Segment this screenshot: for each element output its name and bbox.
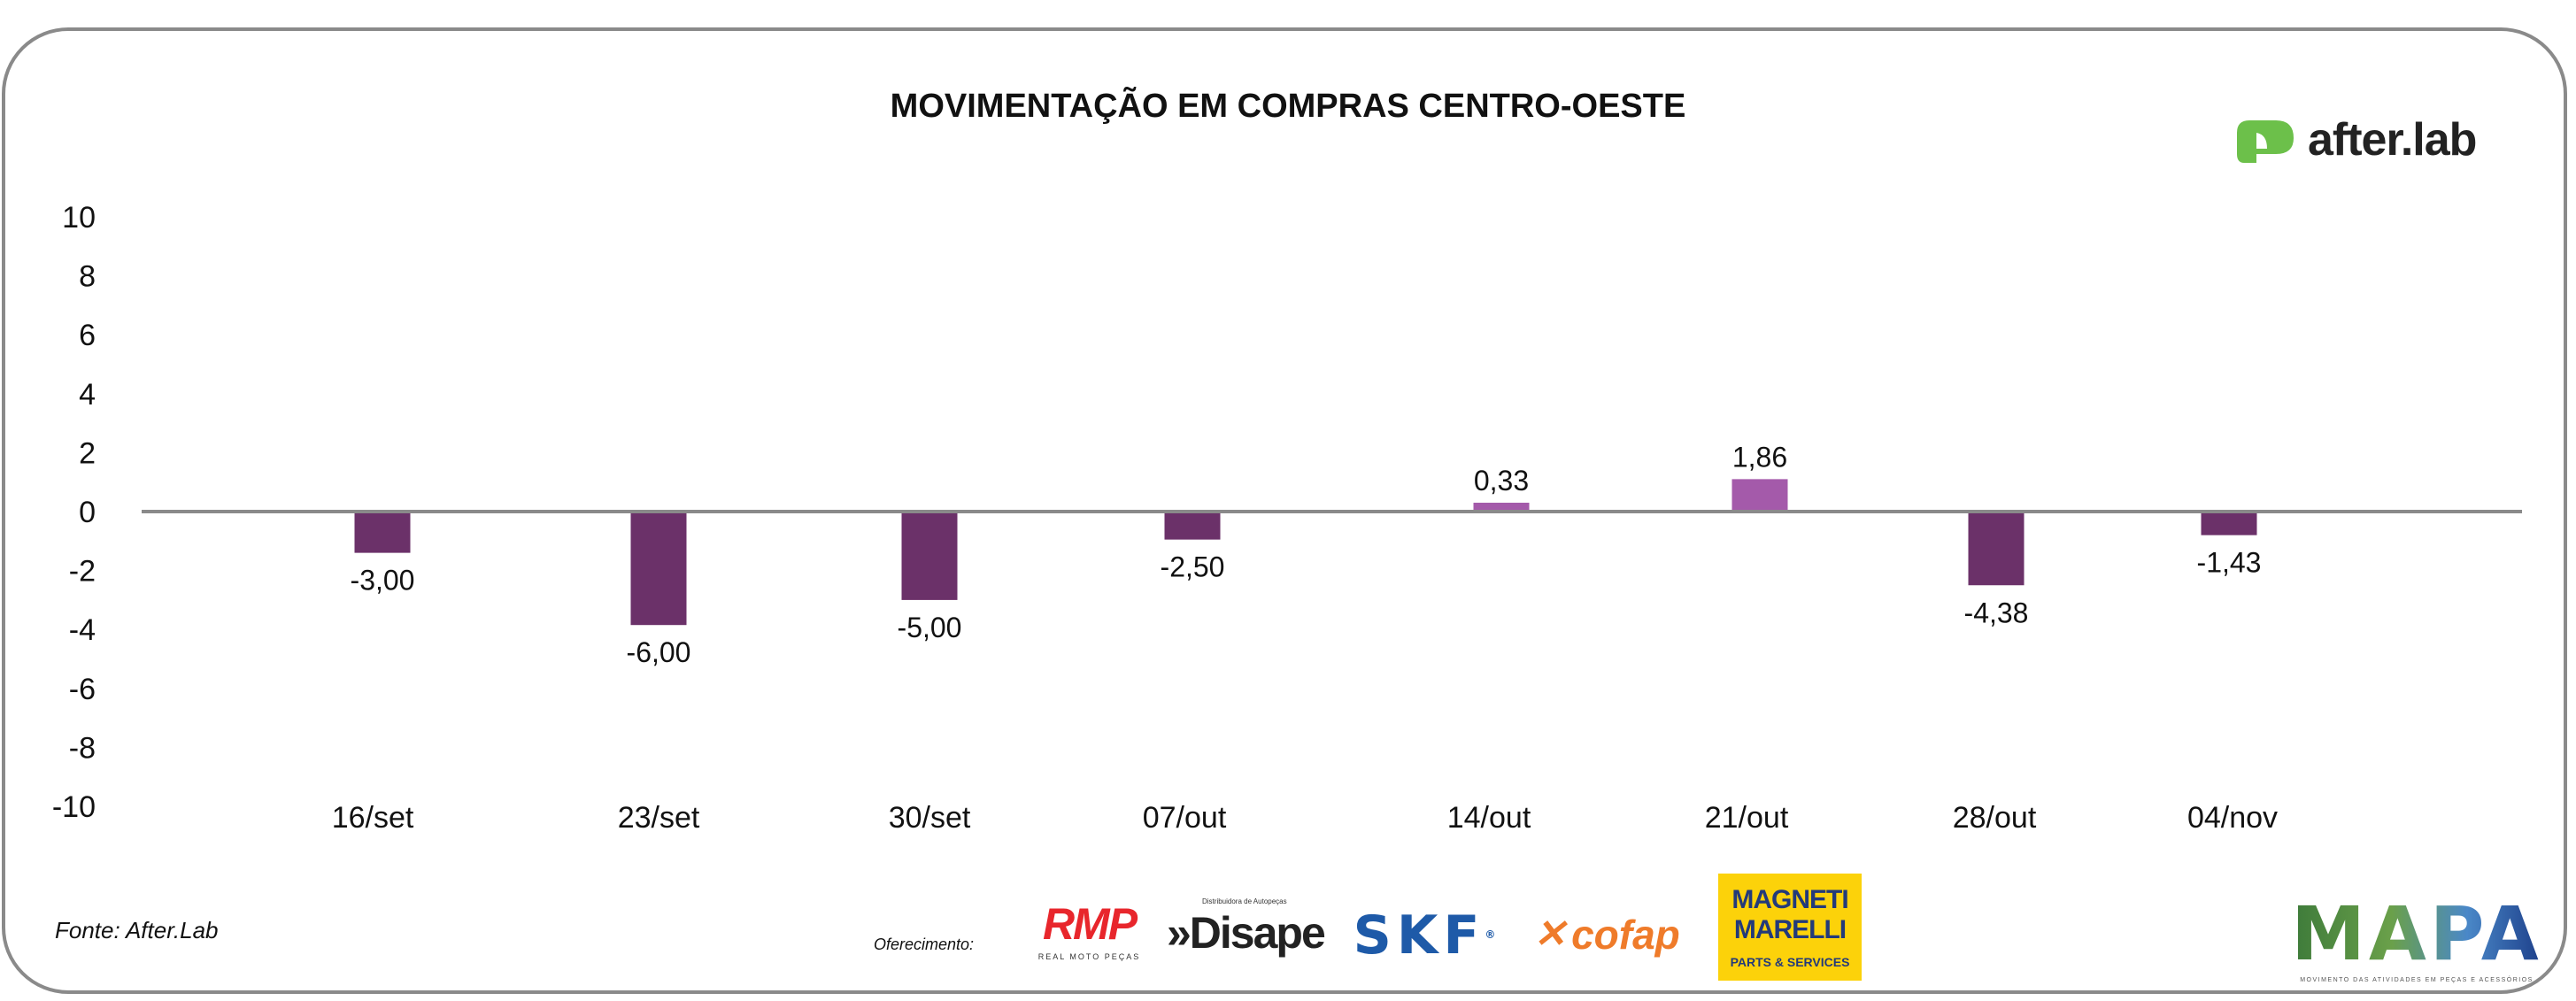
skf-logo: SKF ® (1340, 905, 1508, 966)
y-tick-label: 10 (62, 201, 96, 235)
y-tick-label: -10 (52, 790, 96, 824)
bar (2201, 512, 2257, 535)
afterlab-leaf-icon (2237, 120, 2294, 163)
sponsor-label: Oferecimento: (874, 936, 975, 953)
magneti-wordmark: MAGNETI MARELLI (1731, 884, 1848, 945)
data-label: -4,38 (1964, 597, 2029, 628)
skf-registered-mark: ® (1485, 928, 1496, 942)
bar (1731, 479, 1788, 512)
disape-wordmark: »Disape (1167, 908, 1326, 959)
disape-subtitle: Distribuidora de Autopeças (1202, 897, 1287, 905)
y-tick-label: -8 (69, 731, 96, 765)
bar (901, 512, 958, 600)
magneti-marelli-logo: MAGNETI MARELLI PARTS & SERVICES (1718, 874, 1862, 981)
mapa-logo: MAPA MOVIMENTO DAS ATIVIDADES EM PEÇAS E… (2291, 892, 2538, 984)
x-tick-label: 23/set (618, 801, 700, 835)
x-tick-label: 16/set (332, 801, 414, 835)
rmp-subtitle: REAL MOTO PEÇAS (1037, 951, 1141, 961)
cofap-wordmark: cofap (1571, 911, 1680, 958)
y-tick-label: 4 (79, 378, 96, 412)
bar (354, 512, 411, 553)
x-tick-label: 30/set (889, 801, 971, 835)
bar (1164, 512, 1221, 540)
disape-logo: Distribuidora de Autopeças »Disape (1167, 897, 1326, 959)
data-label: 1,86 (1732, 441, 1787, 473)
afterlab-logo: after.lab (2235, 113, 2477, 166)
afterlab-wordmark: after.lab (2308, 113, 2477, 166)
data-label: -6,00 (627, 636, 691, 668)
skf-wordmark: SKF (1353, 904, 1485, 966)
bar (1968, 512, 2025, 586)
cofap-logo: ✕ cofap (1524, 908, 1689, 961)
data-label: -3,00 (351, 565, 415, 597)
x-tick-label: 04/nov (2187, 801, 2278, 835)
bar (1473, 503, 1530, 512)
x-tick-label: 07/out (1143, 801, 1227, 835)
x-tick-label: 21/out (1705, 801, 1789, 835)
data-label: -2,50 (1161, 551, 1225, 583)
rmp-wordmark: RMP (1042, 899, 1138, 949)
card-border (2, 27, 2567, 994)
rmp-logo: RMP REAL MOTO PEÇAS (1030, 899, 1149, 962)
data-label: -1,43 (2197, 547, 2262, 579)
y-tick-label: 0 (79, 496, 96, 529)
y-tick-label: -4 (69, 613, 96, 647)
bar (630, 512, 687, 626)
data-label: 0,33 (1474, 465, 1529, 497)
data-label: -5,00 (898, 612, 962, 643)
x-tick-label: 14/out (1447, 801, 1531, 835)
y-tick-label: -2 (69, 555, 96, 589)
y-tick-label: 2 (79, 436, 96, 470)
x-tick-label: 28/out (1953, 801, 2037, 835)
y-tick-label: 8 (79, 260, 96, 294)
mapa-wordmark: MAPA (2291, 890, 2542, 977)
chart-title: MOVIMENTAÇÃO EM COMPRAS CENTRO-OESTE (890, 88, 1686, 125)
cofap-chevron-icon: ✕ (1533, 912, 1567, 956)
mapa-subtitle: MOVIMENTO DAS ATIVIDADES EM PEÇAS E ACES… (2300, 977, 2534, 984)
y-tick-label: 6 (79, 319, 96, 352)
y-tick-label: -6 (69, 673, 96, 706)
magneti-subtitle: PARTS & SERVICES (1730, 954, 1850, 969)
source-note: Fonte: After.Lab (55, 917, 219, 943)
